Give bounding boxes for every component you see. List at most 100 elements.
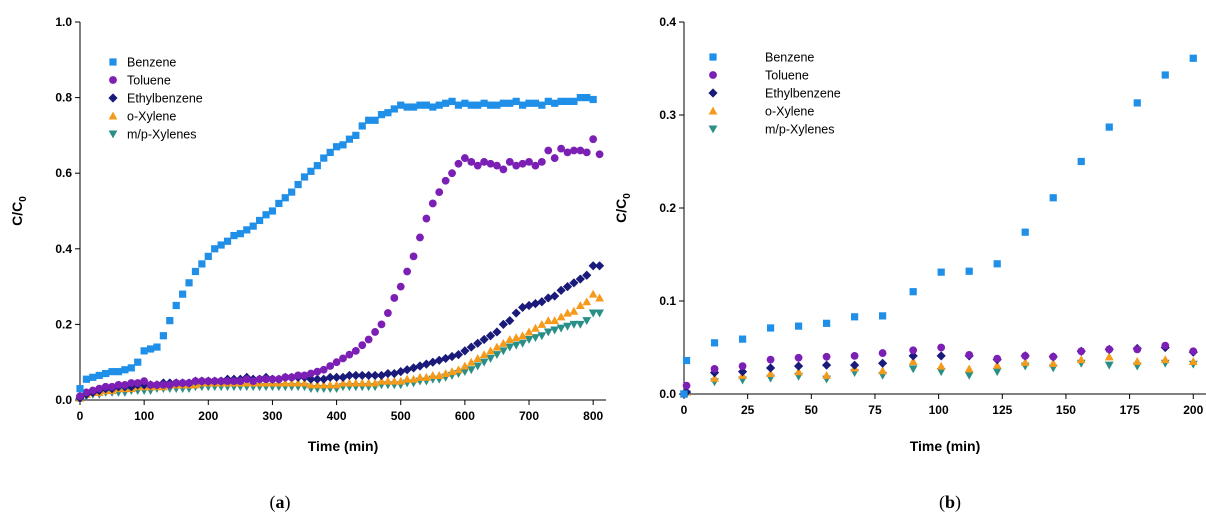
y-axis-label-main: C/C bbox=[9, 202, 25, 226]
data-point bbox=[562, 282, 573, 292]
data-point bbox=[442, 99, 450, 107]
data-point bbox=[1104, 352, 1114, 361]
data-point bbox=[909, 346, 918, 355]
y-axis-label-subscript: 0 bbox=[18, 196, 29, 202]
data-point bbox=[294, 371, 302, 380]
data-point bbox=[358, 341, 367, 350]
legend-marker bbox=[109, 58, 117, 66]
data-point bbox=[402, 365, 412, 375]
data-point bbox=[428, 371, 438, 379]
data-point bbox=[582, 317, 592, 326]
data-point bbox=[1048, 358, 1058, 367]
data-point bbox=[531, 323, 540, 332]
series-benzene bbox=[76, 94, 597, 393]
caption-close-paren: ) bbox=[955, 492, 961, 513]
legend-label: Benzene bbox=[127, 56, 176, 70]
data-point bbox=[300, 378, 309, 387]
data-point bbox=[486, 101, 495, 109]
data-point bbox=[421, 359, 431, 369]
data-point bbox=[351, 346, 360, 355]
data-point bbox=[936, 351, 946, 361]
data-point bbox=[461, 99, 469, 107]
data-point bbox=[570, 146, 578, 155]
x-tick-label: 100 bbox=[929, 403, 949, 417]
y-tick-label: 0.0 bbox=[659, 387, 676, 401]
data-point bbox=[537, 320, 547, 328]
data-point bbox=[879, 312, 887, 320]
data-point bbox=[338, 378, 348, 387]
data-point bbox=[473, 362, 483, 371]
x-tick-label: 200 bbox=[198, 409, 218, 423]
data-point bbox=[460, 154, 469, 162]
data-point bbox=[519, 101, 527, 109]
data-point bbox=[300, 173, 309, 181]
legend-marker bbox=[708, 88, 718, 98]
data-point bbox=[550, 326, 560, 335]
data-point bbox=[185, 379, 193, 387]
y-axis-label-subscript: 0 bbox=[622, 193, 633, 199]
data-point bbox=[506, 99, 514, 107]
data-point bbox=[236, 230, 244, 238]
data-point bbox=[1077, 157, 1085, 166]
data-point bbox=[964, 364, 974, 373]
x-tick-label: 50 bbox=[805, 403, 819, 417]
data-point bbox=[486, 354, 495, 363]
data-point bbox=[493, 101, 501, 109]
data-point bbox=[390, 294, 399, 302]
data-point bbox=[576, 146, 585, 155]
data-point bbox=[287, 373, 296, 382]
data-point bbox=[1132, 357, 1142, 365]
data-point bbox=[480, 99, 488, 107]
data-point bbox=[319, 380, 329, 389]
data-point bbox=[936, 368, 946, 377]
data-point bbox=[794, 322, 803, 330]
data-point bbox=[498, 338, 508, 347]
data-point bbox=[76, 385, 84, 393]
data-point bbox=[243, 226, 251, 234]
chart-panel-a: 0.0 0.2 0.4 0.6 0.8 1.0 0 100 200 300 400 500 600 700… bbox=[9, 15, 606, 513]
data-point bbox=[850, 351, 859, 360]
data-point bbox=[101, 382, 110, 391]
data-point bbox=[435, 188, 444, 197]
data-point bbox=[396, 282, 405, 291]
data-point bbox=[878, 366, 888, 375]
data-point bbox=[429, 103, 437, 111]
data-point bbox=[217, 241, 225, 249]
caption-letter: b bbox=[945, 492, 955, 512]
data-point bbox=[460, 361, 470, 370]
data-point bbox=[531, 334, 540, 343]
data-point bbox=[575, 274, 585, 284]
data-point bbox=[204, 252, 212, 260]
legend-marker bbox=[108, 130, 118, 139]
data-point bbox=[1160, 355, 1170, 364]
data-point bbox=[1105, 123, 1113, 131]
panel-caption: (b) bbox=[939, 492, 961, 513]
data-point bbox=[397, 101, 405, 109]
data-points bbox=[679, 54, 1198, 399]
data-point bbox=[357, 370, 367, 381]
data-point bbox=[402, 374, 412, 383]
data-point bbox=[937, 343, 946, 352]
data-point bbox=[95, 384, 104, 393]
y-axis-label-main: C/C bbox=[613, 199, 629, 223]
data-point bbox=[345, 378, 354, 387]
data-point bbox=[422, 214, 431, 223]
data-point bbox=[332, 358, 341, 367]
data-point bbox=[505, 335, 515, 344]
x-tick-label: 25 bbox=[741, 403, 755, 417]
data-point bbox=[473, 354, 483, 362]
data-point bbox=[908, 357, 918, 365]
data-point bbox=[153, 343, 161, 351]
data-point bbox=[682, 381, 691, 390]
data-point bbox=[909, 288, 917, 296]
data-point bbox=[524, 336, 534, 344]
data-point bbox=[512, 161, 521, 170]
data-point bbox=[556, 312, 566, 321]
data-point bbox=[486, 159, 495, 168]
data-point bbox=[556, 324, 566, 333]
data-point bbox=[479, 334, 489, 345]
data-point bbox=[563, 148, 572, 157]
data-point bbox=[255, 375, 264, 384]
data-point bbox=[159, 380, 168, 389]
data-point bbox=[153, 380, 161, 389]
